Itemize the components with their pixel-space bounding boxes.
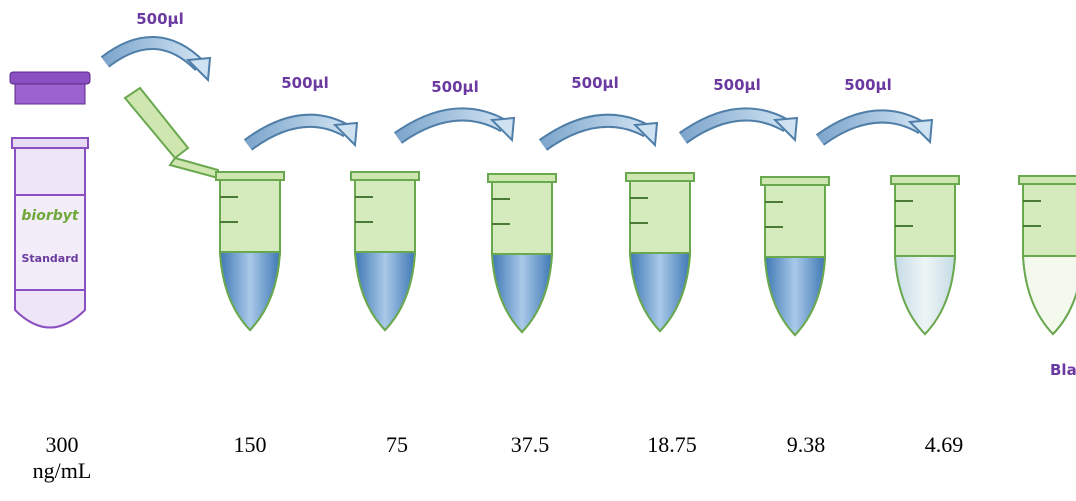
brand: biorbyt — [21, 208, 79, 224]
transfer-label: 500µl — [571, 74, 619, 92]
concentration: 75 — [386, 432, 408, 457]
micro-tube — [215, 171, 285, 332]
liquid — [353, 251, 417, 332]
concentration: 4.69 — [924, 432, 964, 457]
tube-rim — [760, 176, 830, 186]
transfer-label: 500µl — [431, 78, 479, 96]
micro-tube — [1018, 175, 1076, 336]
transfer-label: 500µl — [713, 76, 761, 94]
tube-rim — [215, 171, 285, 181]
tube-rim — [625, 172, 695, 182]
arrow-head — [772, 116, 799, 143]
tube-rim — [350, 171, 420, 181]
micro-tube — [350, 171, 420, 332]
tube-lid — [123, 86, 219, 180]
arrow-shaft — [101, 37, 204, 70]
liquid — [628, 252, 692, 333]
tube-rim — [487, 173, 557, 183]
stock-label: Standard — [21, 252, 78, 265]
blank-label: Blank — [1050, 361, 1076, 379]
tube-rim — [890, 175, 960, 185]
arrow-head — [185, 56, 212, 83]
liquid — [763, 256, 827, 337]
concentration: 37.5 — [510, 432, 550, 457]
arrow-head — [907, 118, 934, 145]
tube-rim — [1018, 175, 1076, 185]
concentration: 18.75 — [647, 432, 697, 457]
micro-tube — [890, 175, 960, 336]
transfer-label: 500µl — [281, 74, 329, 92]
concentration: 9.38 — [786, 432, 826, 457]
liquid — [218, 251, 282, 332]
arrow-head — [632, 121, 659, 148]
concentration: 300 ng/mL — [32, 432, 92, 483]
arrow-head — [489, 116, 516, 143]
stock-tube: biorbyt Standard — [9, 71, 91, 329]
concentration: 150 — [233, 432, 267, 457]
liquid — [893, 255, 957, 336]
arrow-head — [332, 121, 359, 148]
micro-tube — [760, 176, 830, 337]
liquid — [490, 253, 554, 334]
transfer-label: 500µl — [136, 10, 184, 28]
transfer-label: 500µl — [844, 76, 892, 94]
micro-tube — [487, 173, 557, 334]
liquid — [1021, 255, 1076, 336]
micro-tube — [625, 172, 695, 333]
